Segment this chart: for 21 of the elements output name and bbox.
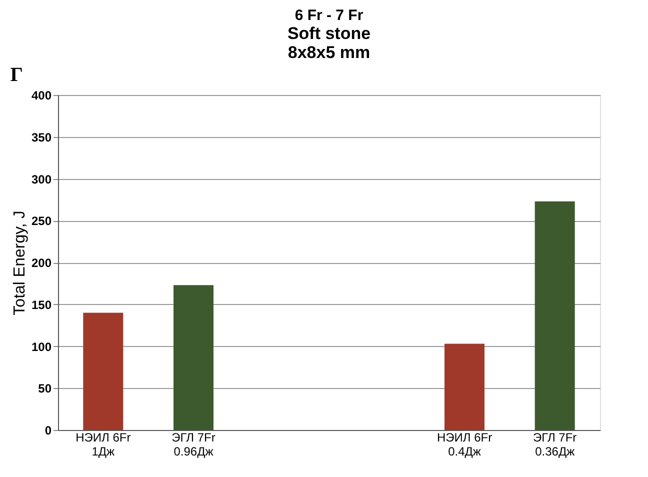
x-tick-label: НЭИЛ 6Fr 1Дж [76,430,131,458]
y-axis-title: Total Energy, J [11,210,28,316]
chart-subtitle: Soft stone 8x8x5 mm [287,24,371,62]
bar [174,285,214,430]
bar [83,312,124,430]
x-tick-label: ЭГЛ 7Fr 0.36Дж [532,430,577,458]
y-tick-label: 50 [38,382,52,396]
y-tick-label: 350 [31,130,52,144]
y-tick-label: 100 [31,340,52,354]
x-tick-label: НЭИЛ 6Fr 0.4Дж [436,430,492,458]
y-tick-label: 150 [31,298,52,312]
text: Г [10,64,23,86]
bar [444,344,484,430]
bar [534,201,575,430]
y-tick-label: 250 [31,214,52,228]
y-tick-label: 200 [31,256,52,270]
y-tick-label: 0 [44,424,52,438]
x-tick-label: ЭГЛ 7Fr 0.96Дж [172,430,216,458]
y-tick-label: 300 [31,172,52,186]
y-tick-label: 400 [31,88,52,102]
chart-title: 6 Fr - 7 Fr [294,7,364,24]
